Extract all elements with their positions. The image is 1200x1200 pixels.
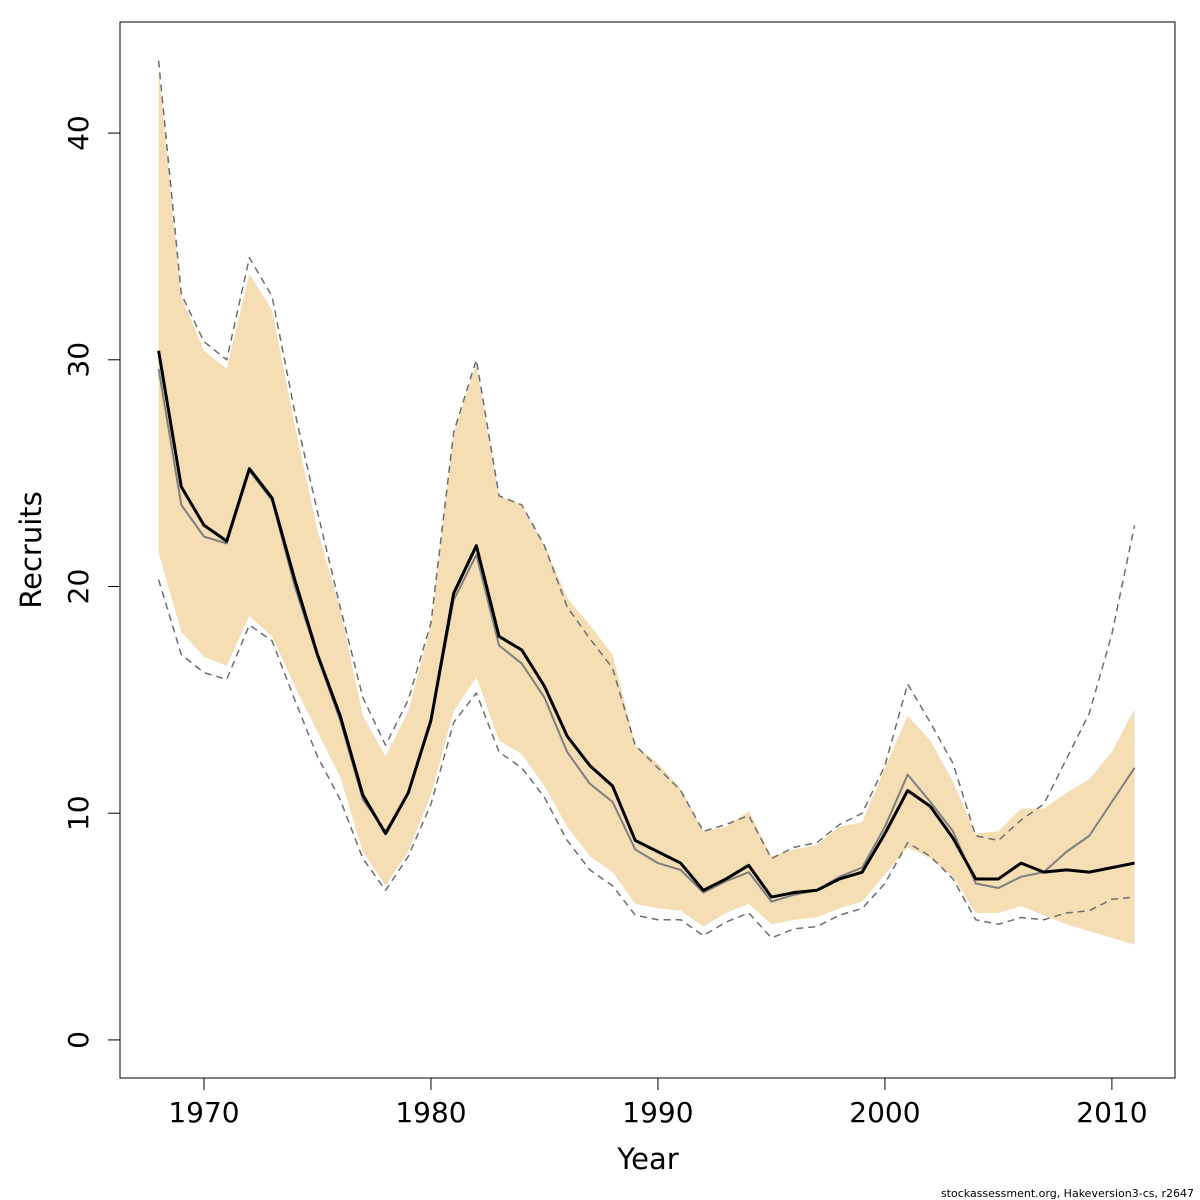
y-tick-label: 0	[62, 1031, 95, 1049]
x-tick-label: 1970	[168, 1096, 239, 1129]
interval-line	[157, 60, 1136, 860]
confidence-band	[158, 69, 1135, 945]
caption: stockassessment.org, Hakeversion3-cs, r2…	[941, 1187, 1194, 1200]
y-tick-label: 20	[62, 569, 95, 605]
x-tick-label: 2010	[1076, 1096, 1147, 1129]
x-axis-label: Year	[616, 1142, 678, 1176]
x-tick-label: 1990	[622, 1096, 693, 1129]
interval-line	[157, 579, 1135, 939]
y-tick-label: 40	[62, 115, 95, 151]
y-tick-label: 30	[62, 342, 95, 378]
y-tick-label: 10	[62, 795, 95, 831]
x-tick-label: 1980	[395, 1096, 466, 1129]
y-axis-label: Recruits	[14, 491, 48, 608]
estimate-line	[157, 350, 1135, 899]
plot-frame	[119, 21, 1176, 1079]
x-tick-label: 2000	[849, 1096, 920, 1129]
